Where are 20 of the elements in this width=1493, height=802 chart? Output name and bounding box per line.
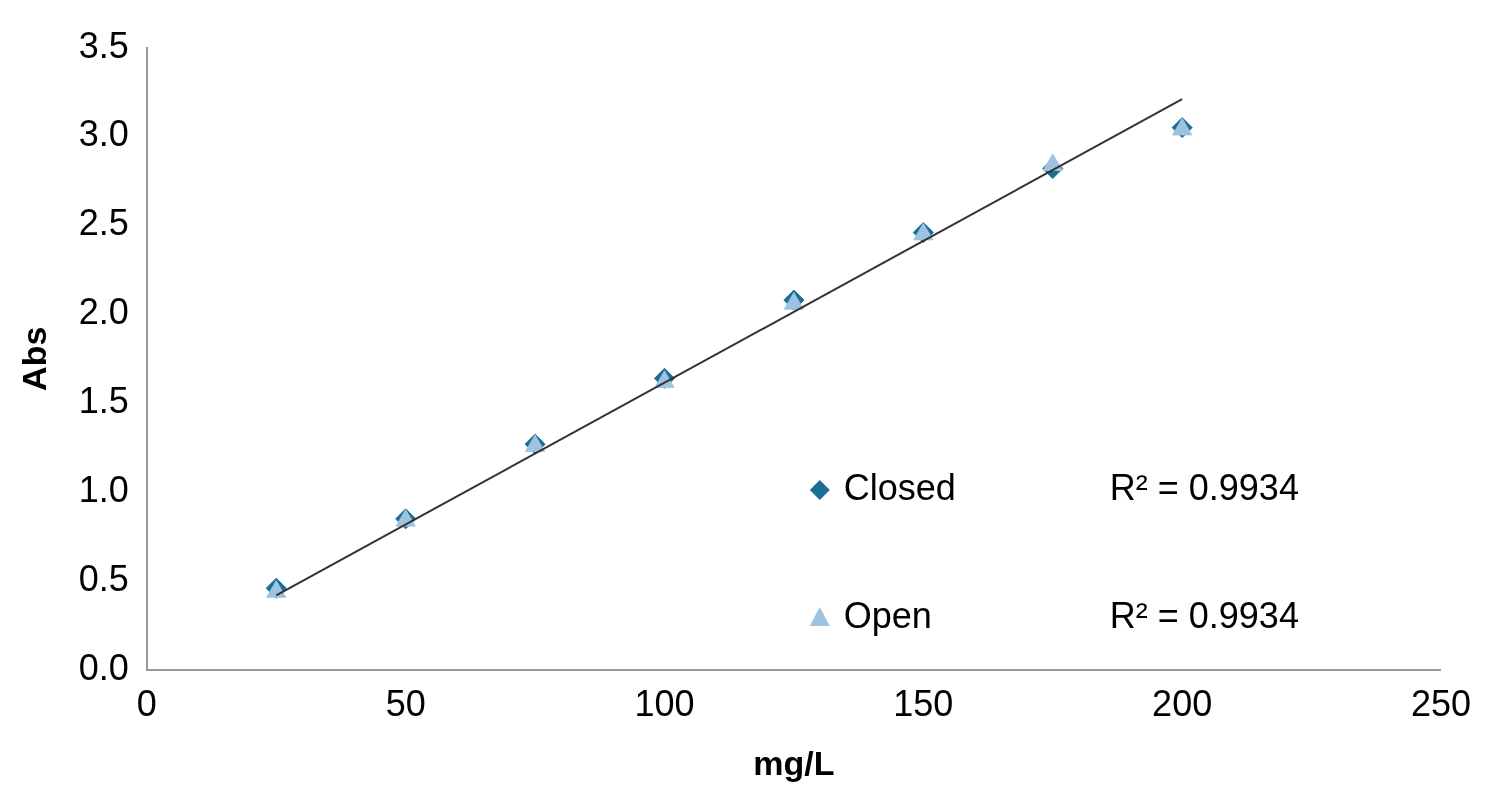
- y-tick-label: 3.5: [78, 24, 129, 66]
- legend-label: Open: [843, 594, 932, 636]
- legend-label: Closed: [843, 466, 956, 508]
- y-tick-label: 2.0: [78, 291, 129, 333]
- y-tick-label: 0.0: [78, 646, 129, 688]
- x-tick-label: 50: [385, 682, 426, 724]
- y-tick-label: 1.5: [78, 380, 129, 422]
- x-tick-label: 250: [1410, 682, 1472, 724]
- x-tick-label: 200: [1152, 682, 1213, 724]
- y-axis-title: Abs: [14, 326, 53, 391]
- y-tick-label: 0.5: [78, 558, 129, 600]
- x-tick-label: 0: [136, 682, 157, 724]
- y-tick-label: 2.5: [78, 202, 129, 244]
- x-tick-label: 100: [634, 682, 695, 724]
- y-tick-label: 3.0: [78, 113, 129, 155]
- annotation: R² = 0.9934: [1109, 466, 1299, 508]
- x-axis-title: mg/L: [753, 743, 835, 782]
- x-tick-label: 150: [893, 682, 954, 724]
- y-tick-label: 1.0: [78, 469, 129, 511]
- annotation: R² = 0.9934: [1109, 594, 1299, 636]
